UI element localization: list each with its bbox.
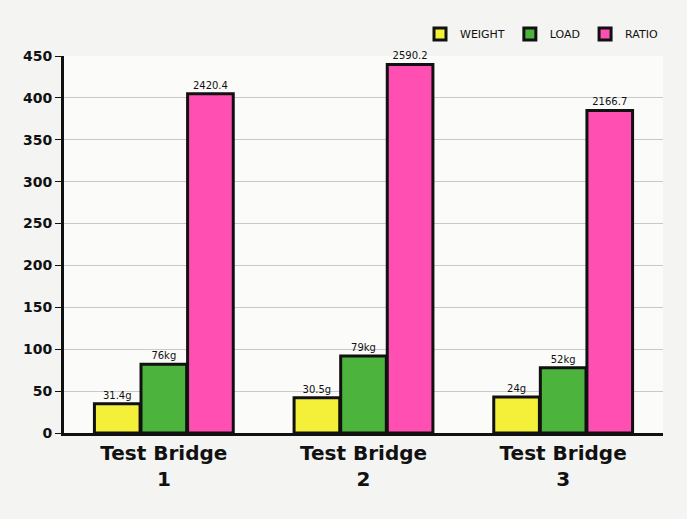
svg-text:50: 50	[33, 383, 53, 399]
svg-text:100: 100	[23, 341, 52, 357]
svg-text:79kg: 79kg	[351, 342, 376, 353]
svg-text:350: 350	[23, 132, 52, 148]
svg-text:300: 300	[23, 174, 52, 190]
svg-text:2166.7: 2166.7	[592, 96, 627, 107]
svg-text:200: 200	[23, 257, 52, 273]
svg-text:2590.2: 2590.2	[393, 50, 428, 61]
svg-text:WEIGHT: WEIGHT	[460, 28, 505, 41]
svg-text:24g: 24g	[507, 383, 526, 394]
svg-text:RATIO: RATIO	[625, 28, 658, 41]
svg-text:30.5g: 30.5g	[303, 384, 332, 395]
svg-text:76kg: 76kg	[151, 350, 176, 361]
svg-text:250: 250	[23, 215, 52, 231]
svg-text:450: 450	[23, 48, 52, 64]
svg-text:LOAD: LOAD	[550, 28, 580, 41]
svg-text:Test Bridge3: Test Bridge3	[500, 441, 627, 491]
svg-text:2420.4: 2420.4	[193, 80, 228, 91]
svg-text:0: 0	[42, 425, 52, 441]
svg-text:150: 150	[23, 299, 52, 315]
svg-text:Test Bridge2: Test Bridge2	[300, 441, 427, 491]
svg-text:Test Bridge1: Test Bridge1	[100, 441, 227, 491]
svg-text:52kg: 52kg	[551, 354, 576, 365]
svg-text:400: 400	[23, 90, 52, 106]
svg-text:31.4g: 31.4g	[103, 390, 132, 401]
